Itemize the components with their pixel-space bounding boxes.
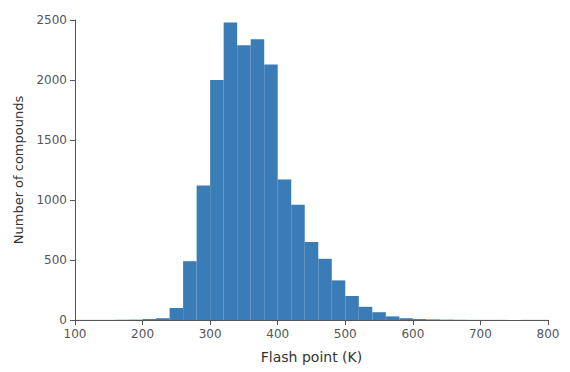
svg-text:700: 700 (469, 327, 492, 341)
svg-text:800: 800 (537, 327, 560, 341)
svg-text:400: 400 (266, 327, 289, 341)
svg-text:100: 100 (64, 327, 87, 341)
svg-text:500: 500 (44, 253, 67, 267)
svg-text:600: 600 (401, 327, 424, 341)
svg-text:2500: 2500 (36, 13, 67, 27)
svg-text:1000: 1000 (36, 193, 67, 207)
svg-text:200: 200 (131, 327, 154, 341)
svg-text:500: 500 (334, 327, 357, 341)
svg-text:0: 0 (59, 313, 67, 327)
svg-text:1500: 1500 (36, 133, 67, 147)
svg-text:2000: 2000 (36, 73, 67, 87)
svg-text:Flash point (K): Flash point (K) (261, 349, 362, 365)
svg-text:Number of compounds: Number of compounds (11, 96, 26, 245)
svg-text:300: 300 (199, 327, 222, 341)
